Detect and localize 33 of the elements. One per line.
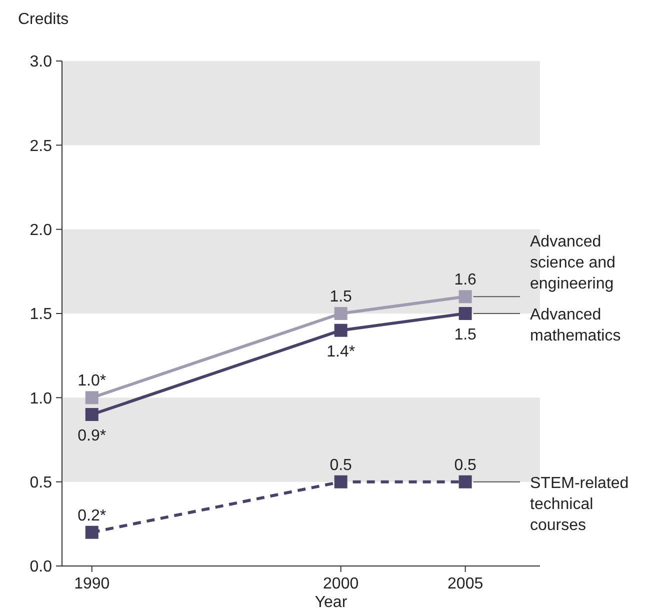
x-tick-label: 2005 — [448, 576, 484, 593]
point — [85, 526, 98, 539]
y-tick-label: 0.0 — [30, 558, 52, 576]
point — [85, 391, 98, 404]
y-tick-label: 3.0 — [30, 54, 52, 71]
data-label: 1.4* — [326, 343, 356, 360]
data-label: 1.5 — [454, 326, 477, 344]
data-label: 0.5 — [454, 456, 477, 474]
data-label: 1.5 — [330, 288, 352, 306]
y-tick-label: 1.5 — [30, 306, 52, 324]
data-label: 0.2* — [78, 507, 106, 524]
y-axis-title: Credits — [18, 11, 69, 28]
x-tick-label: 2000 — [323, 576, 359, 593]
point — [458, 307, 472, 320]
y-tick-label: 1.0 — [30, 390, 52, 408]
data-label: 0.9* — [78, 428, 106, 444]
point — [85, 408, 98, 421]
text: Advanced mathematics — [530, 306, 621, 344]
point — [334, 475, 348, 488]
x-axis-title: Year — [314, 594, 348, 611]
data-label: 1.6 — [454, 272, 477, 289]
data-label: 0.5 — [330, 456, 352, 474]
y-tick-label: 2.0 — [30, 222, 52, 239]
point — [458, 290, 472, 304]
x-tick-label: 1990 — [74, 576, 110, 593]
point — [334, 307, 348, 320]
data-label: 1.0* — [78, 372, 106, 390]
point — [334, 324, 348, 337]
text: STEM-related technical courses — [530, 474, 629, 534]
text: Advanced science and engineering — [530, 234, 616, 293]
point — [458, 475, 472, 488]
y-tick-label: 0.5 — [30, 474, 52, 492]
y-tick-label: 2.5 — [30, 138, 52, 155]
